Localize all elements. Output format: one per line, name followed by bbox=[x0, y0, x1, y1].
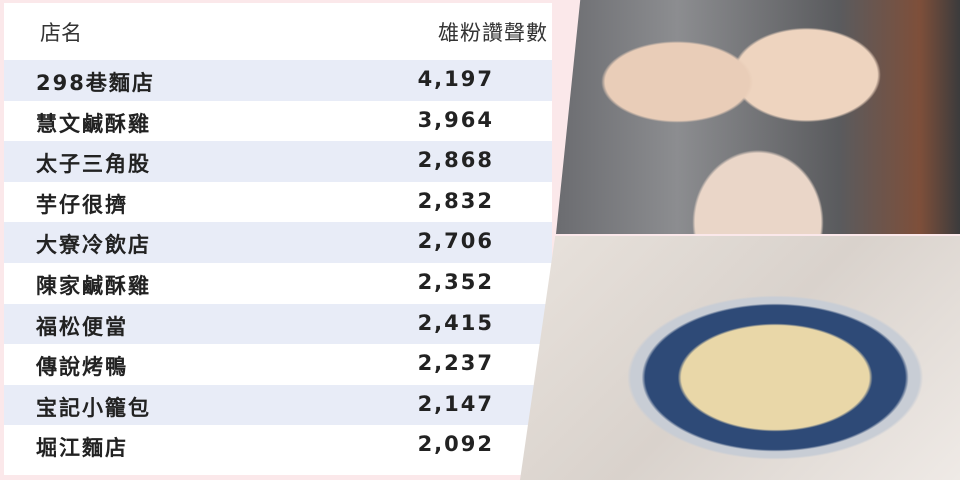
shop-name: 大寮冷飲店 bbox=[36, 233, 151, 258]
shop-name: 福松便當 bbox=[36, 314, 128, 339]
like-count: 2,352 bbox=[417, 269, 494, 294]
header-name: 店名 bbox=[40, 21, 82, 45]
like-count: 2,415 bbox=[417, 310, 494, 335]
table-row: 傳說烤鴨 2,237 bbox=[4, 344, 552, 385]
like-count: 4,197 bbox=[417, 67, 494, 91]
header-count: 雄粉讚聲數 bbox=[438, 21, 548, 45]
shop-name: 堀江麵店 bbox=[36, 436, 128, 461]
table-row: 慧文鹹酥雞 3,964 bbox=[4, 101, 552, 142]
like-count: 3,964 bbox=[417, 107, 494, 132]
fried-chicken-photo bbox=[556, 0, 960, 234]
like-count: 2,237 bbox=[417, 351, 494, 376]
table-header: 店名 雄粉讚聲數 bbox=[4, 3, 552, 59]
shop-name: 慧文鹹酥雞 bbox=[36, 111, 151, 136]
table-row: 芋仔很擠 2,832 bbox=[4, 182, 552, 223]
like-count: 2,832 bbox=[417, 188, 494, 213]
table-row: 陳家鹹酥雞 2,352 bbox=[4, 263, 552, 304]
shop-name: 芋仔很擠 bbox=[36, 192, 128, 217]
shop-name: 傳說烤鴨 bbox=[36, 355, 128, 380]
like-count: 2,706 bbox=[417, 229, 494, 254]
table-row: 298巷麵店 4,197 bbox=[4, 60, 552, 101]
like-count: 2,092 bbox=[417, 432, 494, 457]
shop-name: 太子三角股 bbox=[36, 152, 151, 177]
table-row: 堀江麵店 2,092 bbox=[4, 425, 552, 466]
table-row: 福松便當 2,415 bbox=[4, 303, 552, 345]
ranking-table: 店名 雄粉讚聲數 298巷麵店 4,197 慧文鹹酥雞 3,964 太子三角股 2,868… bbox=[4, 3, 552, 475]
like-count: 2,147 bbox=[417, 391, 494, 416]
table-row: 大寮冷飲店 2,706 bbox=[4, 222, 552, 263]
shop-name: 298巷麵店 bbox=[36, 71, 155, 95]
table-row: 宝記小籠包 2,147 bbox=[4, 384, 552, 426]
shop-name: 宝記小籠包 bbox=[36, 395, 151, 420]
like-count: 2,868 bbox=[417, 148, 494, 173]
noodle-bowl-photo bbox=[520, 236, 960, 480]
table-body: 298巷麵店 4,197 慧文鹹酥雞 3,964 太子三角股 2,868 芋仔很擠 2,832… bbox=[4, 60, 552, 466]
table-row: 太子三角股 2,868 bbox=[4, 141, 552, 182]
shop-name: 陳家鹹酥雞 bbox=[36, 273, 151, 298]
